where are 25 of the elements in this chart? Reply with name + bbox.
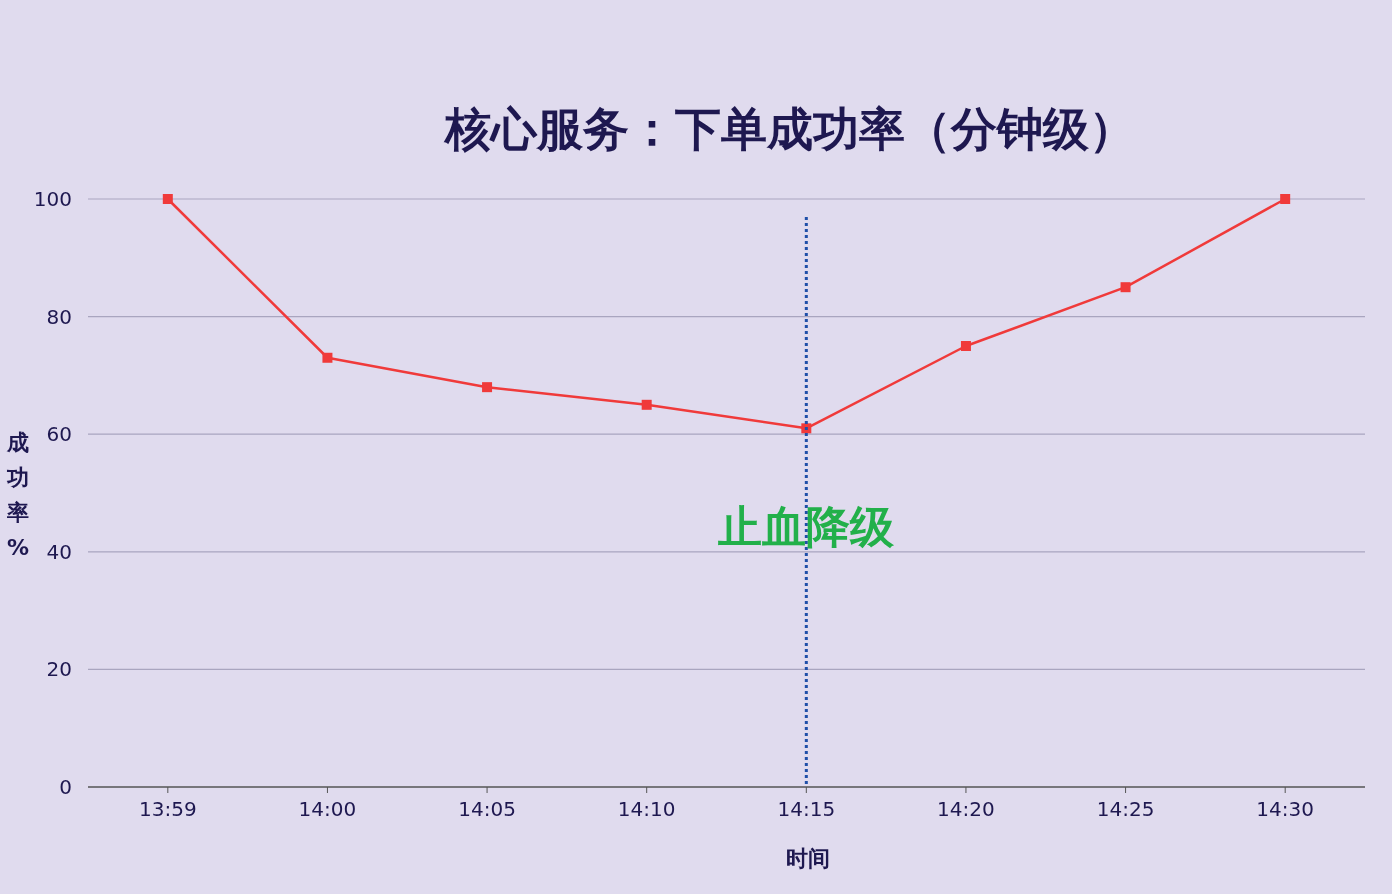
y-axis-title: 成功率% [6, 430, 30, 560]
y-tick-label: 100 [33, 187, 72, 211]
x-tick-label: 14:25 [1096, 797, 1155, 821]
y-tick-label: 60 [46, 422, 72, 447]
point [960, 341, 971, 351]
x-axis-title: 时间 [786, 846, 830, 871]
chart-title: 核心服务：下单成功率（分钟级） [443, 102, 1135, 156]
point [162, 194, 173, 204]
ref-line-label: 止血降级 [718, 500, 896, 552]
x-tick-label: 14:10 [617, 797, 676, 821]
point [641, 399, 652, 410]
x-tick-label: 14:20 [937, 797, 995, 821]
y-tick-label: 80 [46, 304, 72, 329]
x-tick-label: 14:00 [298, 797, 357, 821]
y-tick-label: 0 [59, 775, 72, 799]
point [482, 382, 493, 393]
point [1120, 282, 1131, 293]
x-tick-label: 14:15 [777, 797, 836, 821]
point [322, 352, 333, 363]
y-tick-label: 20 [46, 657, 72, 682]
point [1280, 194, 1291, 204]
y-tick-label: 40 [46, 539, 72, 564]
x-tick-label: 14:05 [458, 797, 516, 821]
x-tick-label: 14:30 [1256, 797, 1315, 821]
x-tick-label: 13:59 [138, 797, 197, 821]
